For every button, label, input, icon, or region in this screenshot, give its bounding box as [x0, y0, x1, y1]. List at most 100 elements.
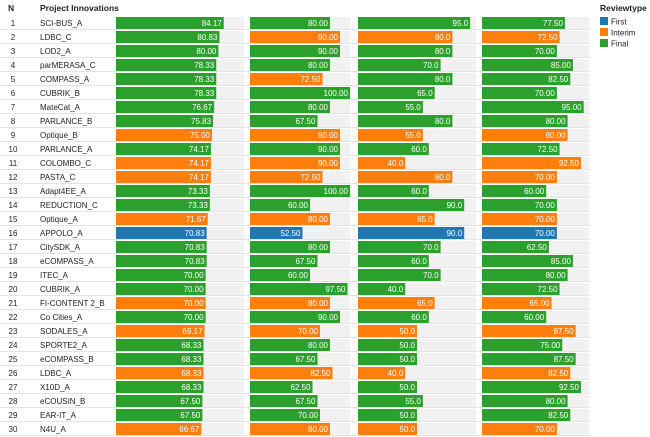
bar — [482, 87, 557, 99]
data-label: 60.00 — [524, 187, 545, 196]
data-label: 60.00 — [524, 313, 545, 322]
project-name: LOD2_A — [40, 47, 71, 56]
bar — [358, 199, 465, 211]
bar — [250, 283, 348, 295]
row-number: 3 — [11, 47, 16, 56]
row-number: 7 — [11, 103, 16, 112]
data-label: 77.50 — [543, 19, 564, 28]
row-number: 29 — [9, 411, 18, 420]
table-row: 15 Optique_A 71.67 80.00 65.0 70.00 — [0, 213, 590, 226]
data-label: 52.50 — [280, 229, 301, 238]
bar — [250, 45, 340, 57]
data-label: 80.00 — [308, 341, 329, 350]
bar — [250, 115, 318, 127]
bar — [116, 395, 203, 407]
data-label: 40.0 — [388, 369, 404, 378]
table-row: 11 COLOMBO_C 74.17 90.00 40.0 92.50 — [0, 157, 590, 170]
data-label: 97.50 — [325, 285, 346, 294]
data-label: 80.00 — [196, 47, 217, 56]
row-number: 15 — [9, 215, 18, 224]
data-label: 40.0 — [388, 285, 404, 294]
table-row: 7 MateCat_A 76.67 80.00 55.0 95.00 — [0, 101, 590, 114]
bar — [358, 185, 429, 197]
bar — [116, 325, 205, 337]
data-label: 65.0 — [417, 89, 433, 98]
bar — [482, 157, 581, 169]
legend-item: Interim — [600, 28, 636, 38]
table-row: 28 eCOUSIN_B 67.50 67.50 55.0 80.00 — [0, 395, 590, 408]
bar — [250, 227, 303, 239]
legend-label: Interim — [611, 29, 636, 38]
bar — [358, 227, 465, 239]
data-label: 72.50 — [538, 285, 559, 294]
row-number: 14 — [9, 201, 18, 210]
bar — [358, 297, 435, 309]
data-label: 75.00 — [190, 131, 211, 140]
table-row: 29 EAR-IT_A 67.50 70.00 50.0 82.50 — [0, 409, 590, 422]
row-number: 2 — [11, 33, 16, 42]
data-label: 50.0 — [399, 341, 415, 350]
data-label: 70.00 — [184, 299, 205, 308]
bar — [358, 353, 417, 365]
bar — [482, 45, 557, 57]
data-label: 50.0 — [399, 411, 415, 420]
row-number: 27 — [9, 383, 18, 392]
table-row: 19 ITEC_A 70.00 60.00 70.0 80.00 — [0, 269, 590, 282]
data-label: 90.00 — [318, 145, 339, 154]
data-label: 90.00 — [318, 159, 339, 168]
data-label: 100.00 — [324, 89, 349, 98]
data-label: 80.00 — [546, 131, 567, 140]
row-number: 30 — [9, 425, 18, 434]
bar — [250, 269, 310, 281]
project-name: SODALES_A — [40, 327, 88, 336]
bar — [116, 73, 217, 85]
data-label: 87.50 — [554, 327, 575, 336]
bar — [250, 157, 340, 169]
bar — [482, 101, 584, 113]
bar — [116, 227, 207, 239]
bar — [358, 157, 406, 169]
table-row: 16 APPOLO_A 70.83 52.50 90.0 70.00 — [0, 227, 590, 240]
data-label: 85.00 — [551, 61, 572, 70]
data-label: 67.50 — [295, 355, 316, 364]
bar — [116, 185, 210, 197]
bar — [482, 227, 557, 239]
bar — [116, 241, 207, 253]
project-name: eCOUSIN_B — [40, 397, 85, 406]
data-label: 80.00 — [546, 271, 567, 280]
data-label: 70.00 — [298, 411, 319, 420]
bar — [358, 143, 429, 155]
bar — [482, 269, 568, 281]
bar — [482, 395, 568, 407]
project-name: Adapt4EE_A — [40, 187, 86, 196]
data-label: 92.50 — [559, 383, 580, 392]
data-label: 71.67 — [186, 215, 207, 224]
bar — [358, 101, 423, 113]
table-row: 8 PARLANCE_B 75.83 67.50 80.0 80.00 — [0, 115, 590, 128]
bar — [358, 381, 417, 393]
bar — [250, 367, 333, 379]
legend-swatch — [600, 17, 608, 25]
header-project: Project Innovations — [40, 3, 119, 13]
data-label: 70.00 — [535, 47, 556, 56]
bar — [116, 59, 217, 71]
data-label: 82.50 — [310, 369, 331, 378]
bar — [358, 129, 423, 141]
data-label: 82.50 — [548, 369, 569, 378]
bar — [250, 73, 323, 85]
data-label: 50.0 — [399, 383, 415, 392]
project-name: eCOMPASS_B — [40, 355, 94, 364]
bar — [358, 241, 441, 253]
bar — [250, 87, 350, 99]
bar — [482, 171, 557, 183]
bar — [250, 101, 330, 113]
data-label: 74.17 — [189, 145, 210, 154]
data-label: 70.00 — [535, 173, 556, 182]
project-name: CitySDK_A — [40, 243, 81, 252]
data-label: 80.0 — [435, 75, 451, 84]
data-label: 67.50 — [180, 411, 201, 420]
table-row: 6 CUBRIK_B 78.33 100.00 65.0 70.00 — [0, 87, 590, 100]
bar — [116, 283, 206, 295]
data-label: 70.00 — [535, 89, 556, 98]
bar — [116, 143, 211, 155]
